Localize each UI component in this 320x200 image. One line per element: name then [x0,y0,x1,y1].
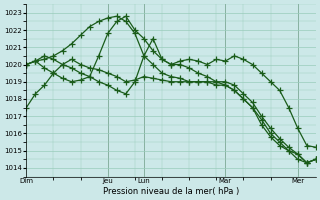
X-axis label: Pression niveau de la mer( hPa ): Pression niveau de la mer( hPa ) [103,187,239,196]
